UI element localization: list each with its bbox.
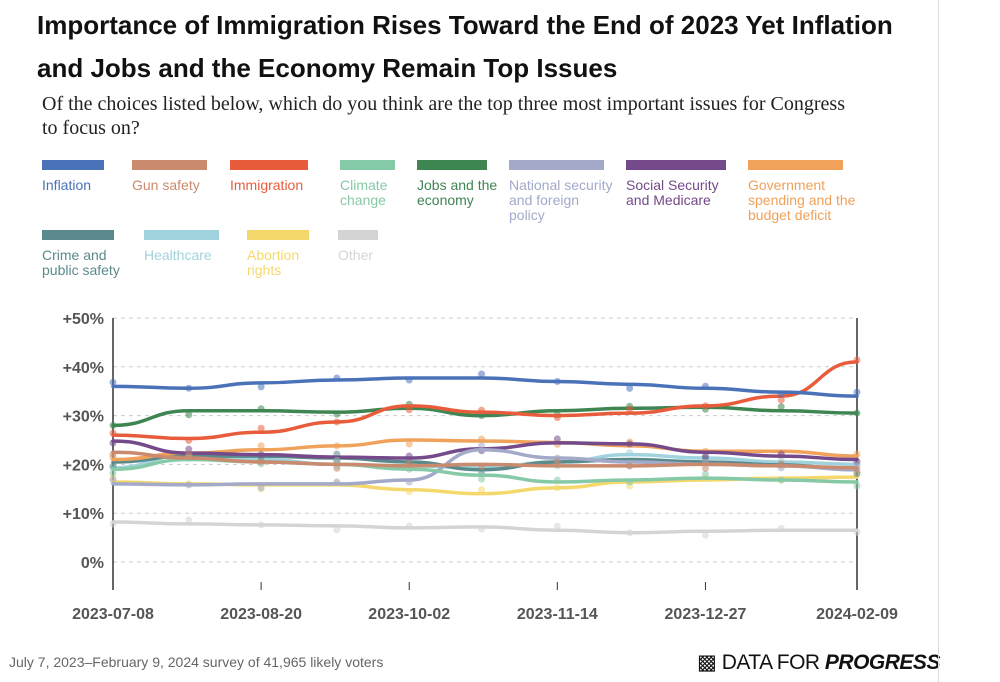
x-tick-label: 2023-12-27 — [665, 606, 747, 623]
data-point — [257, 383, 265, 391]
legend-swatch — [132, 160, 207, 170]
data-point — [478, 475, 486, 483]
legend-label: Gun safety — [132, 177, 200, 193]
data-point — [185, 411, 193, 419]
data-point — [185, 450, 193, 458]
data-point — [626, 384, 634, 392]
legend-label: Social Security and Medicare — [626, 177, 719, 208]
y-tick-label: +20% — [63, 457, 104, 474]
legend-label: Government spending and the budget defic… — [748, 177, 856, 223]
legend-swatch — [247, 230, 309, 240]
data-point — [701, 464, 709, 472]
legend-item: Social Security and Medicare — [626, 160, 740, 208]
brand-text-bold: PROGRESS — [824, 651, 941, 674]
legend-item: Government spending and the budget defic… — [748, 160, 857, 223]
data-point — [405, 406, 413, 414]
footer-note: July 7, 2023–February 9, 2024 survey of … — [9, 654, 384, 670]
legend-label: National security and foreign policy — [509, 177, 613, 223]
series-line — [111, 376, 859, 398]
data-point — [109, 378, 117, 386]
x-tick-label: 2023-07-08 — [72, 606, 154, 623]
legend-item: Abortion rights — [247, 230, 323, 278]
data-point — [333, 456, 341, 464]
data-point — [109, 476, 117, 484]
legend-item: Crime and public safety — [42, 230, 128, 278]
legend-swatch — [340, 160, 395, 170]
legend-item: Inflation — [42, 160, 118, 193]
data-point — [478, 370, 486, 378]
legend-item: Immigration — [230, 160, 322, 193]
x-tick-label: 2023-10-02 — [368, 606, 450, 623]
data-point — [777, 403, 785, 411]
legend-label: Climate change — [340, 177, 388, 208]
data-point — [257, 442, 265, 450]
brand-text: DATA FOR — [721, 651, 825, 674]
data-point — [257, 424, 265, 432]
x-tick-label: 2023-11-14 — [517, 606, 598, 623]
data-point — [405, 440, 413, 448]
data-point — [109, 469, 117, 477]
data-point — [478, 486, 486, 494]
data-point — [333, 526, 341, 534]
legend-swatch — [748, 160, 843, 170]
data-point — [777, 396, 785, 404]
data-point — [701, 452, 709, 460]
y-tick-label: +40% — [63, 360, 104, 377]
y-tick-label: +10% — [63, 506, 104, 523]
data-point — [257, 484, 265, 492]
legend-item: Jobs and the economy — [417, 160, 501, 208]
legend-item: Healthcare — [144, 230, 233, 263]
data-point — [626, 405, 634, 413]
legend-swatch — [42, 230, 114, 240]
legend-label: Healthcare — [144, 247, 212, 263]
y-tick-label: +30% — [63, 409, 104, 426]
legend-swatch — [338, 230, 378, 240]
legend-item: Other — [338, 230, 392, 263]
legend-label: Abortion rights — [247, 247, 300, 278]
chart-subtitle: Of the choices listed below, which do yo… — [42, 93, 845, 139]
data-point — [553, 458, 561, 466]
divider — [938, 0, 939, 682]
legend-item: Gun safety — [132, 160, 221, 193]
series-line — [111, 360, 859, 441]
data-point — [478, 442, 486, 450]
chart-title: Importance of Immigration Rises Toward t… — [37, 10, 893, 83]
brand-logo: ▩ DATA FOR PROGRESS — [697, 650, 940, 675]
legend-swatch — [417, 160, 487, 170]
y-tick-label: 0% — [81, 555, 104, 572]
legend-swatch — [509, 160, 604, 170]
legend-label: Other — [338, 247, 374, 263]
legend-label: Jobs and the economy — [417, 177, 498, 208]
data-point — [185, 516, 193, 524]
legend-swatch — [144, 230, 219, 240]
series-line — [111, 520, 859, 535]
bar-chart-icon: ▩ — [697, 651, 722, 674]
x-tick-label: 2024-02-09 — [816, 606, 898, 623]
data-point — [333, 464, 341, 472]
legend-label: Immigration — [230, 177, 304, 193]
data-point — [853, 388, 861, 396]
data-point — [185, 445, 193, 453]
legend-swatch — [626, 160, 726, 170]
x-tick-label: 2023-08-20 — [220, 606, 302, 623]
data-point — [853, 482, 861, 490]
data-point — [701, 470, 709, 478]
legend-item: Climate change — [340, 160, 409, 208]
legend-swatch — [42, 160, 104, 170]
series-line — [111, 405, 859, 428]
data-point — [701, 531, 709, 539]
data-point — [553, 435, 561, 443]
legend-label: Inflation — [42, 177, 92, 193]
data-point — [553, 522, 561, 530]
legend-label: Crime and public safety — [42, 247, 120, 278]
legend-swatch — [230, 160, 308, 170]
series-line — [111, 450, 859, 470]
y-tick-label: +50% — [63, 311, 104, 328]
legend-item: National security and foreign policy — [509, 160, 618, 223]
